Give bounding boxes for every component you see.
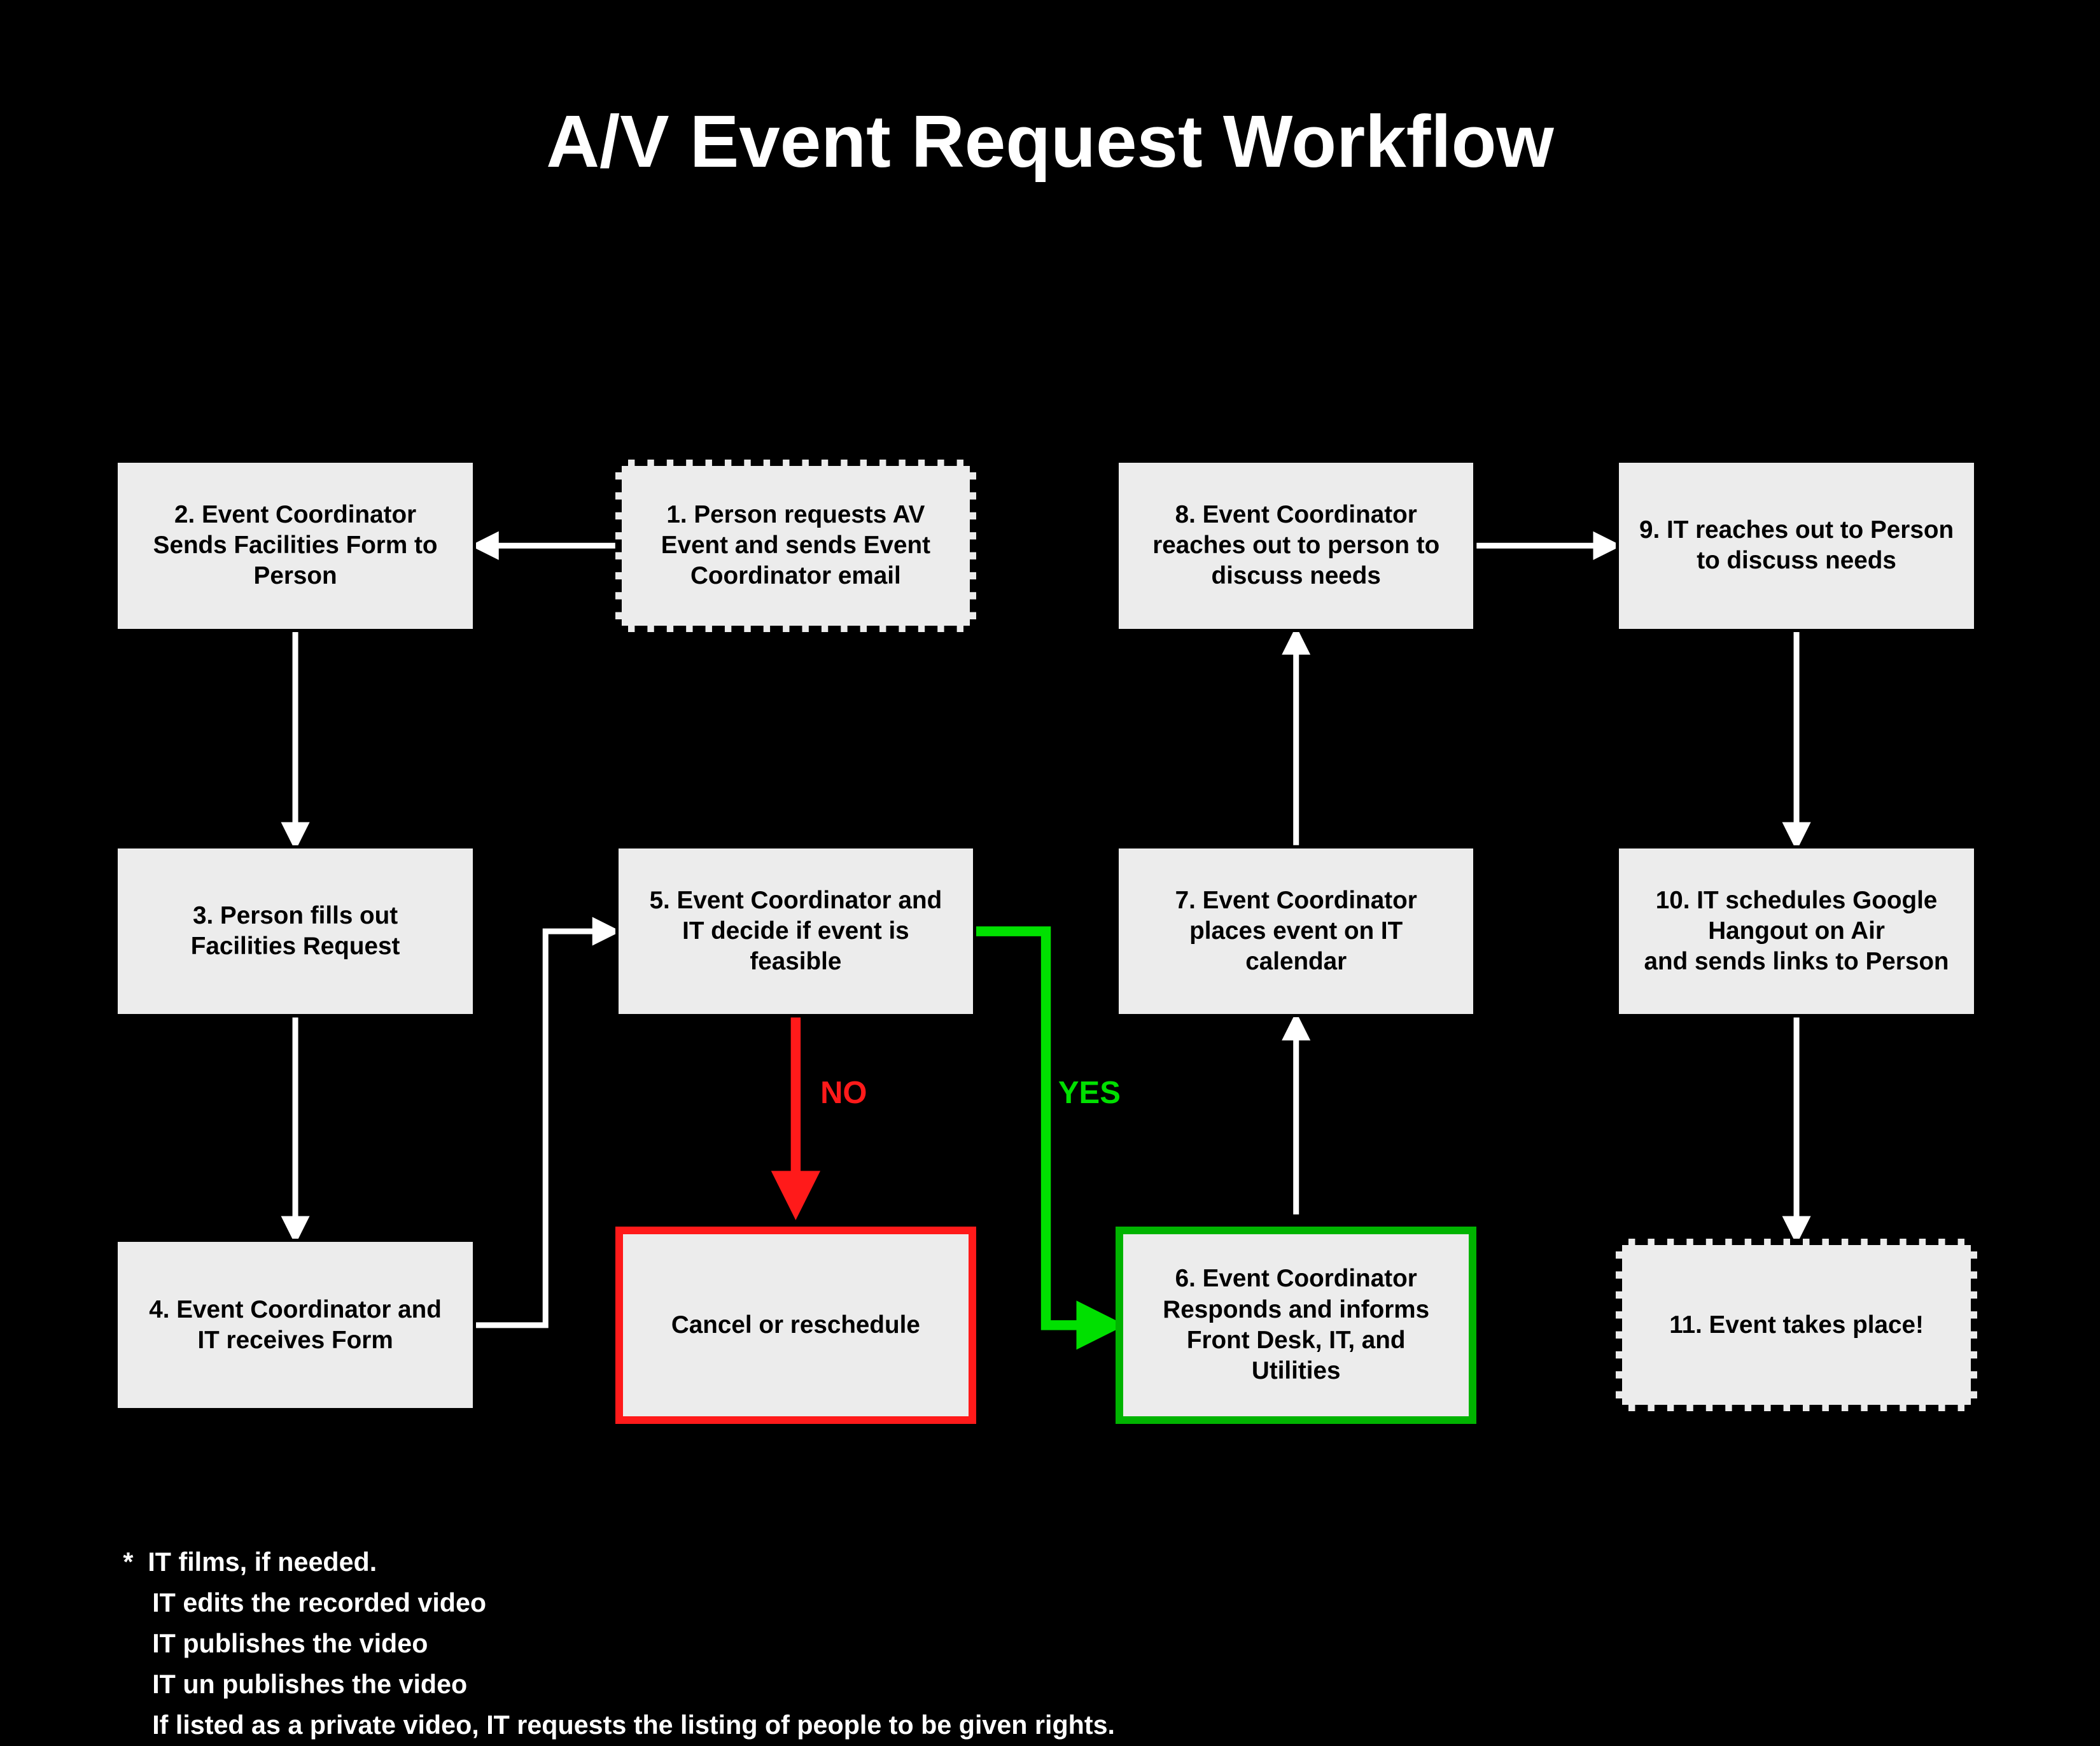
flow-node-n8: 8. Event Coordinator reaches out to pers…	[1116, 460, 1476, 632]
flow-node-label: 4. Event Coordinator and IT receives For…	[137, 1295, 453, 1356]
footnote-text: * IT films, if needed. IT edits the reco…	[123, 1542, 1115, 1746]
flow-node-label: 6. Event Coordinator Responds and inform…	[1142, 1264, 1450, 1386]
flow-node-n4: 4. Event Coordinator and IT receives For…	[115, 1239, 475, 1411]
flow-node-label: 1. Person requests AV Event and sends Ev…	[641, 500, 951, 592]
flow-node-label: 5. Event Coordinator and IT decide if ev…	[638, 885, 954, 978]
edge-e5_yes	[976, 931, 1116, 1325]
flow-node-label: 9. IT reaches out to Person to discuss n…	[1638, 515, 1954, 577]
flow-node-n6: 6. Event Coordinator Responds and inform…	[1116, 1227, 1476, 1423]
flow-node-n3: 3. Person fills out Facilities Request	[115, 845, 475, 1018]
flow-node-n11: 11. Event takes place!	[1616, 1239, 1977, 1411]
flow-node-n7: 7. Event Coordinator places event on IT …	[1116, 845, 1476, 1018]
flow-node-label: Cancel or reschedule	[671, 1310, 920, 1341]
flow-node-label: 8. Event Coordinator reaches out to pers…	[1138, 500, 1454, 592]
flow-node-label: 7. Event Coordinator places event on IT …	[1138, 885, 1454, 978]
flow-node-n2: 2. Event Coordinator Sends Facilities Fo…	[115, 460, 475, 632]
flow-node-n1: 1. Person requests AV Event and sends Ev…	[615, 460, 976, 632]
edge-e4_5	[476, 931, 615, 1325]
flow-node-n5: 5. Event Coordinator and IT decide if ev…	[615, 845, 976, 1018]
flow-node-label: 10. IT schedules Google Hangout on Air a…	[1638, 885, 1954, 978]
flow-node-n10: 10. IT schedules Google Hangout on Air a…	[1616, 845, 1977, 1018]
flow-node-label: 3. Person fills out Facilities Request	[137, 901, 453, 962]
flow-node-label: 2. Event Coordinator Sends Facilities Fo…	[137, 500, 453, 592]
flow-node-n9: 9. IT reaches out to Person to discuss n…	[1616, 460, 1977, 632]
flow-node-nC: Cancel or reschedule	[615, 1227, 976, 1423]
edge-label-e5_no: NO	[820, 1075, 867, 1111]
flow-node-label: 11. Event takes place!	[1669, 1310, 1924, 1341]
page-title: A/V Event Request Workflow	[0, 99, 2100, 184]
edge-label-e5_yes: YES	[1058, 1075, 1121, 1111]
